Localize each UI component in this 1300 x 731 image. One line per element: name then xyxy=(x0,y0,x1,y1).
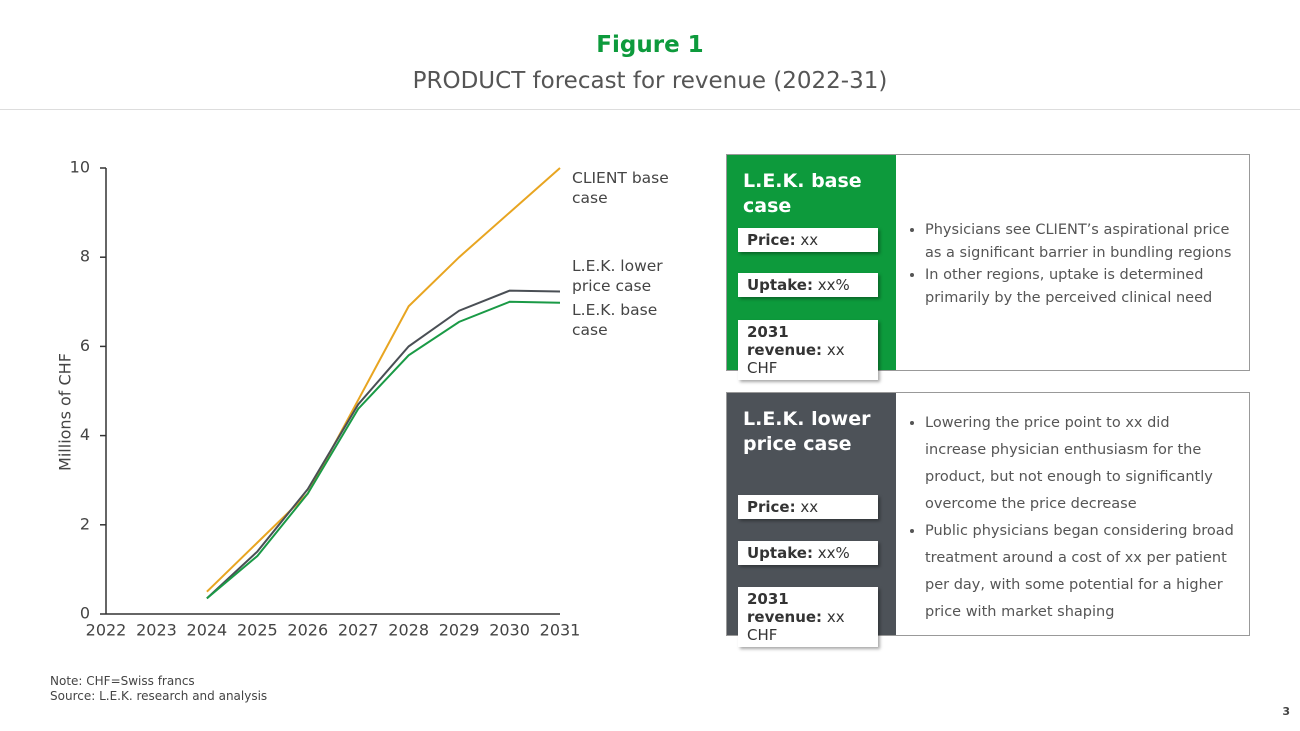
series-line xyxy=(206,289,561,600)
series-label: L.E.K. lower price case xyxy=(572,257,663,295)
bullet: In other regions, uptake is determined p… xyxy=(925,264,1235,309)
metric-box: 2031 revenue: xx CHF xyxy=(738,587,878,647)
source: Source: L.E.K. research and analysis xyxy=(50,689,268,703)
metric-label: Price: xyxy=(747,498,796,516)
y-tick-label: 2 xyxy=(80,514,90,533)
metric-value: xx xyxy=(800,498,819,516)
x-tick-label: 2027 xyxy=(338,621,379,640)
panel-title: L.E.K. base case xyxy=(743,170,862,217)
metric-box: Price: xx xyxy=(738,228,878,252)
series-label-box: L.E.K. base case xyxy=(572,301,658,339)
panel: L.E.K. lower price case Price: xx Uptake: … xyxy=(726,392,1250,647)
metric-box: Price: xx xyxy=(738,495,878,519)
panel: L.E.K. base case Price: xx Uptake: xx% 2031… xyxy=(726,154,1250,380)
metric-value: xx% xyxy=(817,544,850,562)
metric-box: Uptake: xx% xyxy=(738,273,878,297)
y-tick-label: 0 xyxy=(80,604,90,623)
y-tick-label: 4 xyxy=(80,425,90,444)
panel-side: L.E.K. lower price case Price: xx Uptake: … xyxy=(727,393,896,647)
bullet: Public physicians began considering broa… xyxy=(925,518,1235,626)
x-tick-label: 2030 xyxy=(489,621,530,640)
series-label: L.E.K. base case xyxy=(572,301,658,339)
bullet: Lowering the price point to xx did incre… xyxy=(925,410,1235,518)
metric-box: Uptake: xx% xyxy=(738,541,878,565)
figure-subtitle: PRODUCT forecast for revenue (2022-31) xyxy=(412,68,888,94)
bullet-list: Physicians see CLIENT’s aspirational pri… xyxy=(907,219,1235,309)
series-line xyxy=(206,300,561,600)
x-tick-label: 2028 xyxy=(388,621,429,640)
metric-label: Uptake: xyxy=(747,544,813,562)
metric-value: xx% xyxy=(817,276,850,294)
page-number: 3 xyxy=(1282,705,1290,718)
figure-title: Figure 1 xyxy=(596,32,704,58)
bullet-list: Lowering the price point to xx did incre… xyxy=(907,410,1235,626)
y-tick-label: 6 xyxy=(80,336,90,355)
series-label-box: L.E.K. lower price case xyxy=(572,257,663,295)
metric-value: xx CHF xyxy=(747,608,845,644)
y-tick-label: 8 xyxy=(80,247,90,266)
metric-label: Uptake: xyxy=(747,276,813,294)
y-tick-label: 10 xyxy=(70,158,90,177)
panel-title: L.E.K. lower price case xyxy=(743,408,871,455)
metric-label: 2031 revenue: xyxy=(747,590,823,626)
y-axis-label: Millions of CHF xyxy=(56,353,75,471)
x-tick-label: 2029 xyxy=(439,621,480,640)
x-tick-label: 2031 xyxy=(540,621,581,640)
x-tick-label: 2026 xyxy=(287,621,328,640)
chart: Millions of CHF 0 2 4 6 8 10 2022 2023 2024 2025 2… xyxy=(56,158,669,640)
metric-value: xx xyxy=(800,231,819,249)
metric-label: 2031 revenue: xyxy=(747,323,823,359)
panel-side: L.E.K. base case Price: xx Uptake: xx% 2031… xyxy=(727,155,896,380)
metric-value: xx CHF xyxy=(747,341,845,377)
x-tick-label: 2024 xyxy=(187,621,228,640)
metric-box: 2031 revenue: xx CHF xyxy=(738,320,878,380)
x-tick-label: 2025 xyxy=(237,621,278,640)
bullet: Physicians see CLIENT’s aspirational pri… xyxy=(925,219,1235,264)
divider xyxy=(0,109,1300,110)
series-label: CLIENT base case xyxy=(572,169,669,207)
metric-label: Price: xyxy=(747,231,796,249)
series-label-box: CLIENT base case xyxy=(572,169,669,207)
x-tick-label: 2022 xyxy=(86,621,127,640)
note: Note: CHF=Swiss francs xyxy=(50,674,195,688)
x-tick-label: 2023 xyxy=(136,621,177,640)
series-line xyxy=(206,167,561,593)
